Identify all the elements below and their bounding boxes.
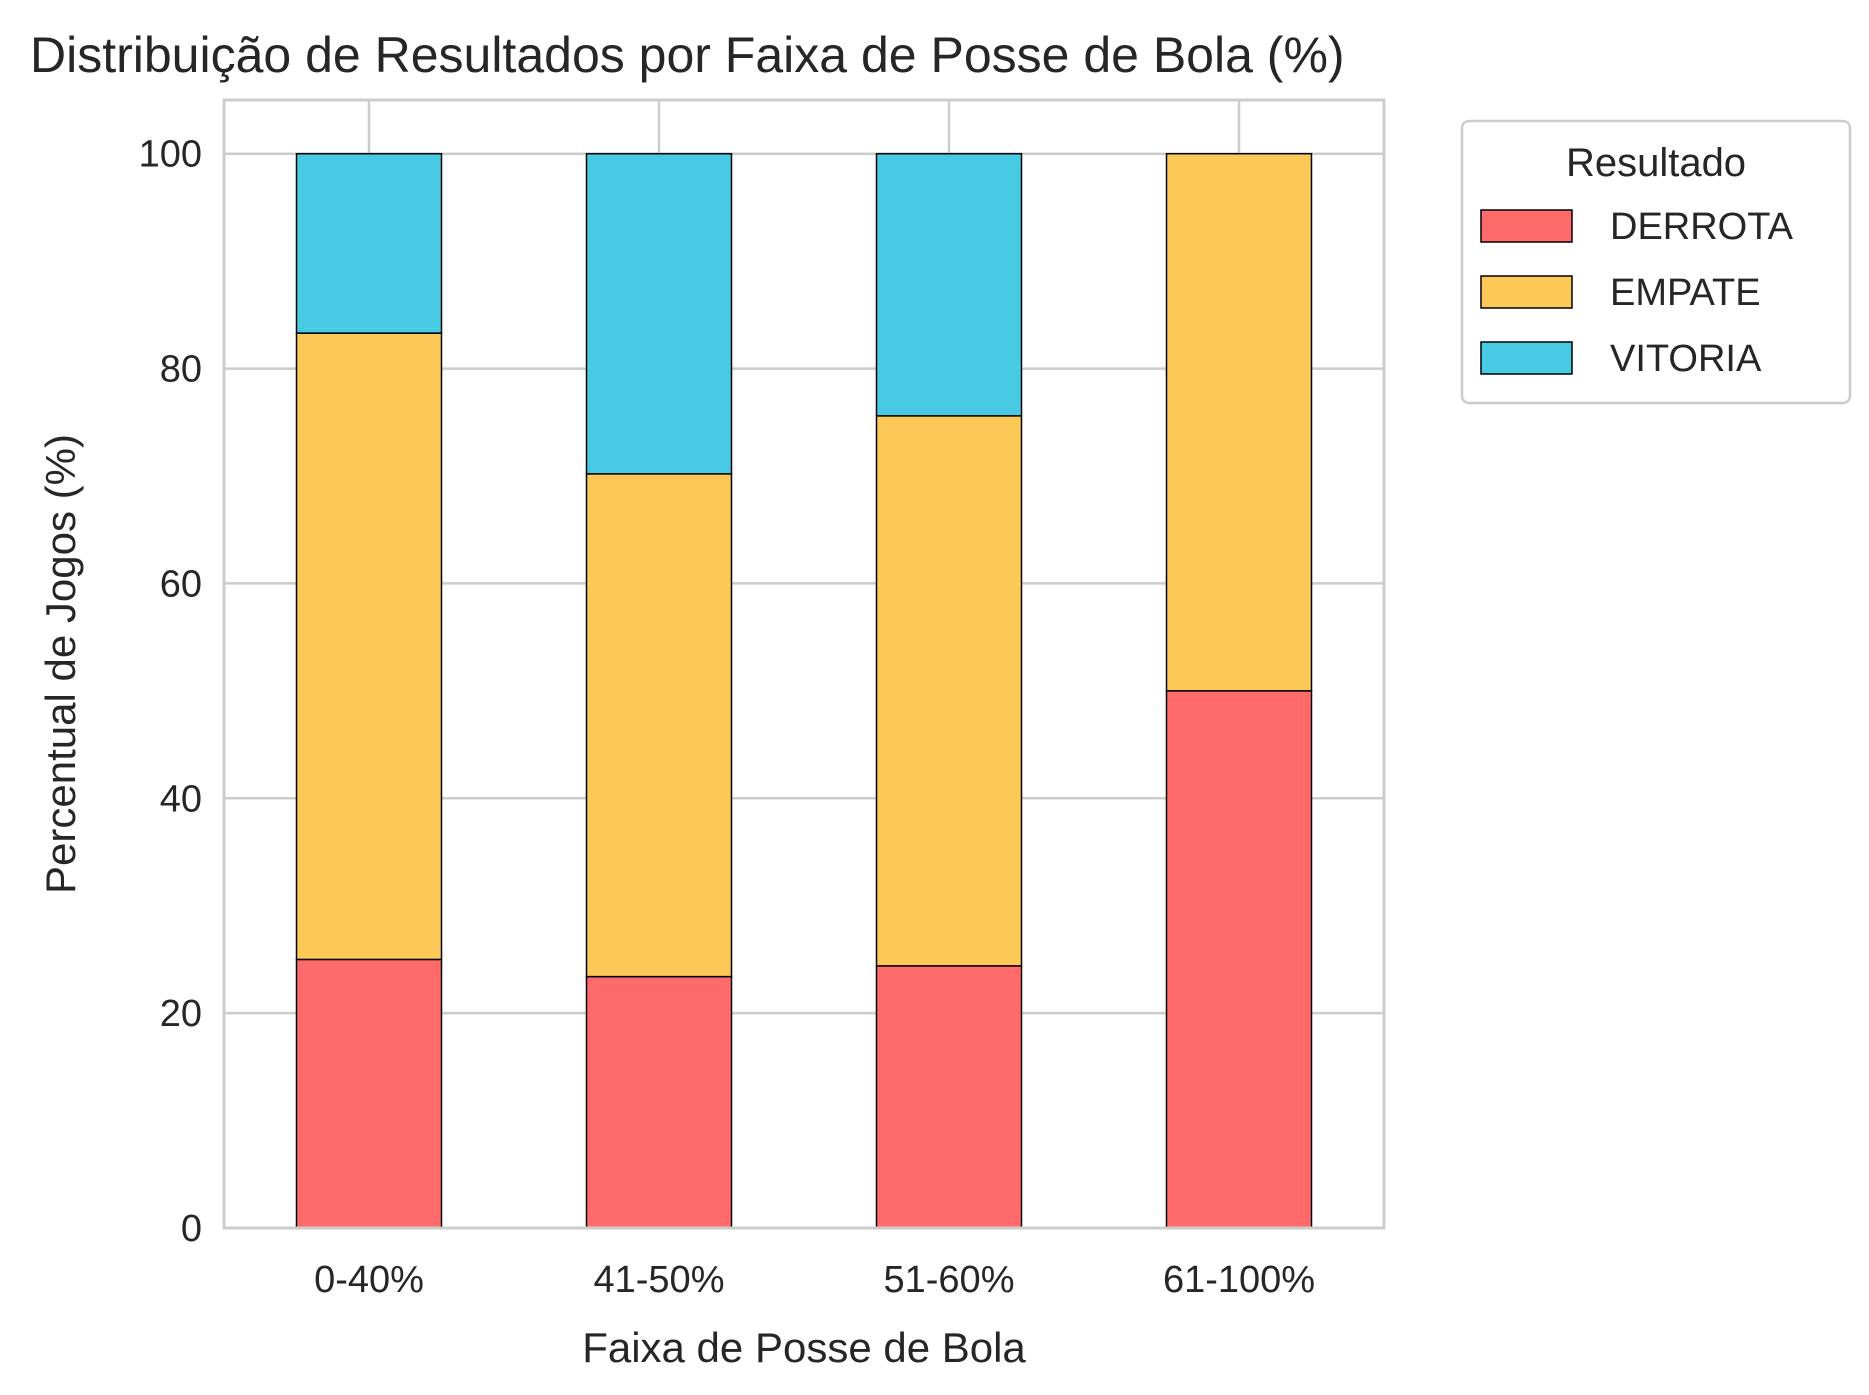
bar-segment-derrota — [585, 975, 733, 1229]
legend-frame — [1460, 119, 1852, 405]
tick-labels: 0 20 40 60 80 100 0-40% 41-50% 51-60% 61-100% — [139, 134, 1315, 1301]
x-tick-label: 0-40% — [314, 1259, 424, 1301]
bar-segment-vitoria — [585, 152, 733, 475]
legend-swatch-vitoria — [1480, 341, 1573, 375]
bar-segment-empate — [875, 415, 1023, 967]
y-tick-label: 40 — [160, 778, 202, 820]
legend-title: Resultado — [1566, 141, 1746, 185]
bars — [295, 152, 1313, 1229]
bar-segment-vitoria — [875, 152, 1023, 417]
legend-label-derrota: DERROTA — [1610, 206, 1794, 248]
bar-segment-derrota — [295, 958, 443, 1229]
x-axis-label: Faixa de Posse de Bola — [582, 1324, 1026, 1371]
legend: Resultado DERROTA EMPATE VITORIA — [1460, 119, 1852, 405]
y-tick-label: 20 — [160, 993, 202, 1035]
legend-swatch-empate — [1480, 275, 1573, 309]
bar-segment-empate — [585, 473, 733, 978]
y-tick-label: 80 — [160, 349, 202, 391]
x-tick-label: 61-100% — [1163, 1259, 1315, 1301]
bar-segment-derrota — [1165, 690, 1313, 1229]
y-tick-label: 0 — [181, 1208, 202, 1250]
bar-segment-empate — [1165, 152, 1313, 692]
bar-segment-empate — [295, 332, 443, 961]
legend-label-empate: EMPATE — [1610, 272, 1761, 314]
y-tick-label: 100 — [139, 134, 202, 176]
legend-swatch-derrota — [1480, 209, 1573, 243]
bar-segment-vitoria — [295, 152, 443, 334]
legend-label-vitoria: VITORIA — [1610, 338, 1762, 380]
x-tick-label: 41-50% — [594, 1259, 725, 1301]
chart-title: Distribuição de Resultados por Faixa de … — [30, 27, 1345, 83]
bar-segment-derrota — [875, 965, 1023, 1229]
y-axis-label: Percentual de Jogos (%) — [37, 434, 84, 894]
x-tick-label: 51-60% — [884, 1259, 1015, 1301]
y-tick-label: 60 — [160, 563, 202, 605]
plot-frame — [222, 98, 1386, 1230]
